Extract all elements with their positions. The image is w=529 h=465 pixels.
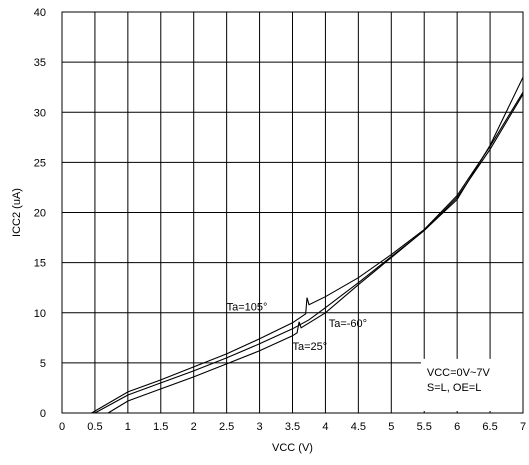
y-tick-label: 20: [34, 208, 46, 220]
y-tick-label: 30: [34, 107, 46, 119]
x-tick-label: 6.5: [482, 421, 497, 433]
x-tick-label: 2: [191, 421, 197, 433]
y-tick-label: 25: [34, 157, 46, 169]
grid: [61, 11, 524, 414]
y-tick-labels: 0 5 10 15 20 25 30 35 40: [34, 7, 46, 420]
x-tick-label: 4.5: [351, 421, 366, 433]
series-line: [107, 93, 524, 414]
x-tick-label: 5: [388, 421, 394, 433]
condition-text: S=L, OE=L: [427, 382, 481, 394]
y-tick-label: 10: [34, 308, 46, 320]
x-tick-label: 2.5: [219, 421, 234, 433]
x-tick-label: 4: [322, 421, 328, 433]
y-axis-label: ICC2 (uA): [11, 188, 23, 237]
y-tick-label: 40: [34, 7, 46, 19]
x-tick-label: 0.5: [87, 421, 102, 433]
x-tick-label: 1: [125, 421, 131, 433]
x-tick-label: 5.5: [417, 421, 432, 433]
plot-frame: [61, 11, 524, 414]
series-annotation: Ta=-60°: [329, 318, 367, 330]
series-annotation: Ta=25°: [293, 341, 328, 353]
x-tick-label: 3.5: [285, 421, 300, 433]
series-annotation: Ta=105°: [227, 302, 268, 314]
x-tick-labels: 0 0.5 1 1.5 2 2.5 3 3.5 4 4.5 5 5.5 6 6.5 7: [59, 421, 526, 433]
y-tick-label: 0: [40, 408, 46, 420]
y-tick-label: 15: [34, 258, 46, 270]
x-tick-label: 7: [520, 421, 526, 433]
series-line: [91, 91, 524, 414]
y-tick-label: 35: [34, 57, 46, 69]
series-lines: [91, 76, 524, 414]
x-tick-label: 6: [454, 421, 460, 433]
x-axis-label: VCC (V): [272, 442, 313, 454]
condition-text: VCC=0V~7V: [427, 367, 491, 379]
y-tick-label: 5: [40, 358, 46, 370]
series-annotations: Ta=105° Ta=-60°Ta=25°: [227, 302, 367, 353]
series-line: [94, 76, 524, 414]
x-tick-label: 3: [257, 421, 263, 433]
x-tick-label: 1.5: [153, 421, 168, 433]
condition-box: VCC=0V~7V S=L, OE=L: [420, 358, 525, 411]
x-tick-label: 0: [59, 421, 65, 433]
condition-box-bg: [420, 358, 525, 411]
